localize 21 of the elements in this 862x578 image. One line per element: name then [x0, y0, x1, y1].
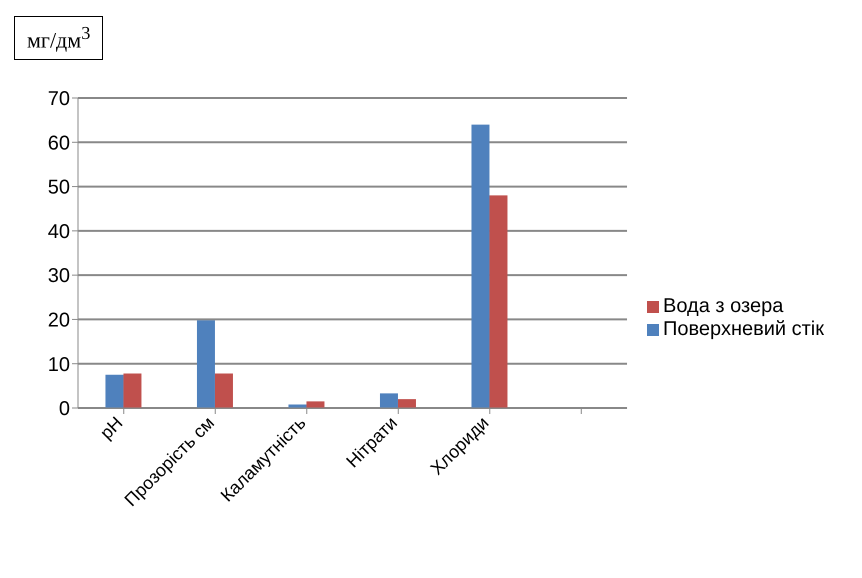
y-tick-label: 40 — [48, 220, 70, 243]
y-tick-label: 30 — [48, 265, 70, 288]
bar — [123, 373, 142, 408]
x-tick-label: pH — [96, 412, 127, 444]
y-axis-title: мг/дм$^{3}$ — [14, 16, 104, 60]
bar — [196, 320, 215, 408]
bar — [105, 374, 124, 408]
bar — [489, 195, 508, 408]
bar — [398, 399, 416, 408]
bar — [380, 393, 398, 408]
bar — [214, 373, 233, 408]
y-tick-label: 50 — [48, 176, 70, 199]
y-tick-label: 20 — [48, 310, 70, 332]
legend-label: Поверхневий стік — [663, 318, 824, 340]
bar — [306, 401, 324, 408]
legend-label: Вода з озера — [663, 295, 784, 317]
y-tick-label: 10 — [48, 354, 70, 376]
y-tick-label: 60 — [48, 132, 70, 154]
y-tick-label: 70 — [48, 88, 70, 110]
y-tick-label: 0 — [58, 398, 70, 420]
bar — [471, 124, 490, 408]
